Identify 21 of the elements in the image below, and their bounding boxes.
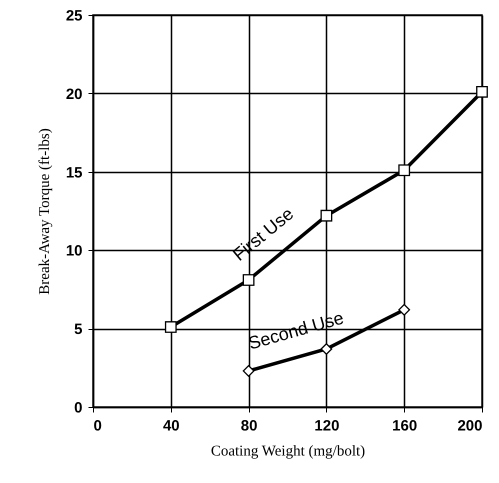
point: [164, 321, 177, 333]
point: [476, 86, 488, 98]
y-tick-label: 20: [66, 86, 82, 103]
y-tick-label: 25: [66, 8, 82, 24]
y-tick-label: 0: [74, 400, 82, 416]
x-tick-label: 0: [94, 418, 102, 434]
point: [398, 304, 410, 316]
y-tick-label: 15: [66, 164, 82, 182]
x-tick-label: 80: [240, 418, 258, 434]
x-axis-title: Coating Weight (mg/bolt): [210, 444, 366, 460]
y-tick-label: 5: [74, 321, 82, 338]
x-tick-label: 160: [392, 418, 418, 434]
x-tick-label: 40: [162, 418, 180, 434]
point: [242, 274, 254, 286]
y-tick-label: 10: [66, 242, 82, 260]
y-axis-title: Break-Away Torque (ft-lbs): [36, 128, 53, 295]
point: [320, 343, 332, 355]
x-tick-label: 120: [314, 418, 340, 434]
x-tick-label: 200: [457, 418, 482, 434]
point: [320, 210, 332, 222]
point: [398, 164, 410, 176]
